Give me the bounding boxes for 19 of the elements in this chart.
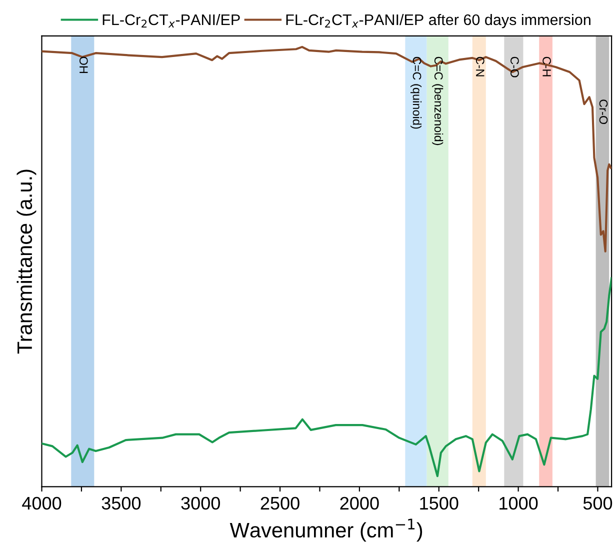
x-tick-label: 500 (583, 496, 612, 510)
legend-label: FL-Cr$_{2}$CT$_{x}$-PANI/EP (102, 14, 240, 28)
band-label: C-N (476, 56, 484, 76)
band-label: C=C (quinoid) (410, 56, 422, 129)
band-label: OH (79, 56, 88, 73)
band-label: Cr-O (599, 100, 608, 124)
x-tick-label: 3500 (102, 496, 141, 510)
x-axis-title: Wavenumner (cm$^{−1}$) (230, 518, 422, 542)
y-axis-title: Transmittance (a.u.) (16, 170, 36, 354)
legend-label: FL-Cr$_{2}$CT$_{x}$-PANI/EP after 60 days immersion (286, 14, 590, 28)
x-tick-label: 3000 (181, 496, 220, 510)
band-label: C=C (benzenoid) (432, 56, 444, 146)
x-tick-label: 1500 (420, 496, 458, 510)
x-tick-label: 1000 (500, 496, 538, 510)
x-tick-label: 2000 (340, 496, 379, 510)
band-label: C-H (542, 56, 551, 76)
x-tick-label: 4000 (22, 496, 62, 510)
band-label: C-O (510, 56, 519, 78)
x-tick-label: 2500 (260, 496, 300, 510)
